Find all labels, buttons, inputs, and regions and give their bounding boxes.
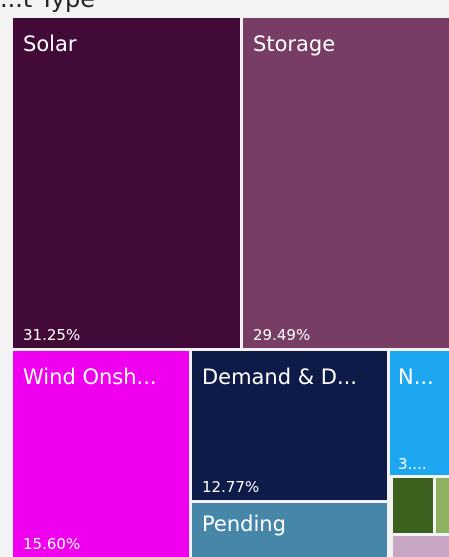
tile-value: 12.77% (202, 478, 260, 496)
tile-value: 31.25% (23, 326, 81, 344)
tile-pending[interactable]: Pending (192, 503, 387, 557)
tile-n[interactable]: N... 3.... (390, 351, 449, 475)
chart-title: ...t Type (0, 0, 95, 11)
tile-storage[interactable]: Storage 29.49% (243, 18, 449, 348)
tile-wind-onshore[interactable]: Wind Onsh... 15.60% (13, 351, 189, 557)
tile-label: Solar (23, 32, 77, 56)
tile-demand[interactable]: Demand & D... 12.77% (192, 351, 387, 500)
tile-value: 15.60% (23, 535, 81, 553)
tile-value: 3.... (398, 455, 427, 473)
tile-small-pink[interactable] (393, 536, 449, 557)
tile-label: Wind Onsh... (23, 365, 157, 389)
tile-small-light-green[interactable] (436, 478, 449, 533)
tile-label: Demand & D... (202, 365, 357, 389)
tile-small-dark-green[interactable] (393, 478, 433, 533)
tile-value: 29.49% (253, 326, 311, 344)
tile-solar[interactable]: Solar 31.25% (13, 18, 240, 348)
tile-label: N... (398, 365, 434, 389)
tile-label: Pending (202, 512, 286, 536)
tile-label: Storage (253, 32, 336, 56)
